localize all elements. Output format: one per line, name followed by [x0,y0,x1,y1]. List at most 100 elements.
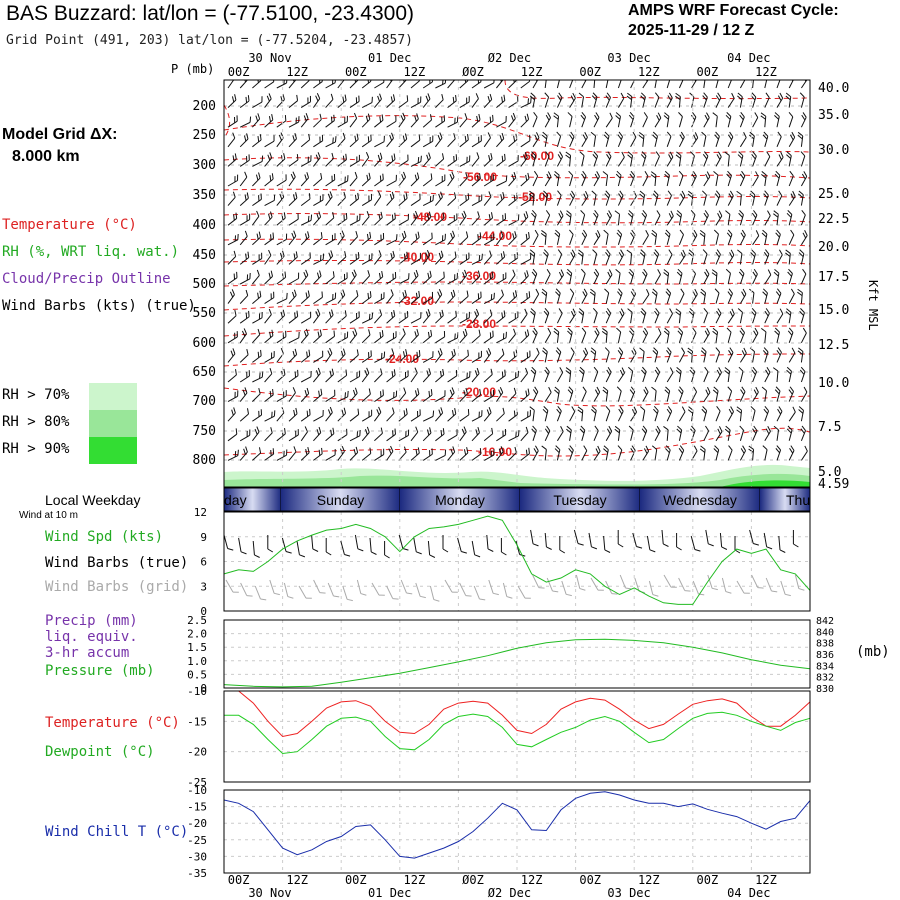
wind-barb-shaft [239,219,250,226]
wind-barb [435,132,443,148]
wind-barb-shaft [727,429,731,441]
wind-barb [410,80,420,89]
wind-barb [581,347,589,363]
wind-barb-feather [340,350,344,357]
wind-barb [593,80,596,89]
wind-barb-shaft [678,175,684,187]
wind-barb-feather [416,113,419,120]
wind-barb [374,292,385,305]
wind-barb-feather [754,327,759,334]
wind-barb [520,350,531,363]
wind-barb-shaft [739,332,745,343]
wind-barb-feather [541,291,547,297]
wind-barb-feather [267,213,271,220]
wind-barb-true [544,532,552,550]
wind-barb-feather [739,210,744,215]
wind-barb-feather [444,449,447,456]
wind-barb-feather [713,170,719,176]
wind-barb [724,425,731,441]
wind-barb [252,328,261,344]
wind-barb [447,192,457,206]
wind-barb-shaft [634,577,640,592]
wind-barb-feather [604,347,610,353]
wind-barb-feather [284,271,287,278]
wind-barb-feather [703,308,708,314]
wind-barb [530,151,537,167]
wind-barb-shaft [313,356,323,363]
wind-barb-shaft [386,158,396,167]
wind-barb-feather [298,272,300,279]
wind-barb-shaft [764,254,770,265]
wind-barb-shaft [264,453,274,461]
wind-barb-feather [246,156,248,162]
wind-barb [605,308,612,324]
wind-barb-feather [728,350,733,356]
wind-barb-feather [619,310,623,317]
wind-barb-feather [547,327,552,334]
wind-barb [386,348,395,363]
wind-barb [739,347,747,363]
wind-barb-feather [490,450,492,457]
wind-barb-feather [454,333,456,340]
wind-barb [325,191,333,206]
wind-barb [337,348,346,363]
wind-barb-feather [656,114,660,121]
wind-barb-feather [452,289,456,296]
wind-barb [422,270,432,285]
wind-barb-feather [750,252,756,258]
wind-barb [592,308,598,324]
wind-barb-feather [455,94,457,101]
wind-barb [604,190,611,206]
wind-barb-feather [665,229,671,235]
wind-barb-feather [342,96,345,103]
wind-barb-shaft [422,140,433,148]
wind-barb-feather [248,310,250,317]
wind-barb [556,151,564,167]
wind-barb-feather [589,291,596,297]
wind-barb-feather [273,351,275,357]
wind-barb-feather [675,311,681,316]
bottom-date-label: Ø2 Dec [488,886,531,900]
wind-barb-feather [717,428,721,435]
wind-barb-feather [680,252,685,258]
wind-barb-shaft [617,331,622,343]
wind-barb-shaft [630,430,634,441]
wind-barb-shaft [471,98,479,108]
wind-barb-feather [272,388,274,395]
wind-barb-shaft [556,80,561,89]
wind-barb-feather [731,92,735,99]
wind-barb-feather [328,252,332,259]
wind-barb-shaft [239,80,248,89]
wind-barb-feather [388,448,392,455]
wind-barb [325,271,335,285]
wind-barb-feather [579,366,585,372]
wind-barb-feather [504,153,506,160]
wind-barb [773,268,780,285]
wind-barb-feather [801,425,806,431]
wind-barb [508,214,520,226]
wind-barb-shaft [593,312,598,324]
wind-barb-feather [592,92,598,98]
wind-barb-shaft [581,293,588,304]
wind-barb-feather [608,210,612,216]
wind-barb-feather [330,116,333,123]
wind-barb [617,347,624,363]
wind-barb-feather [465,172,468,179]
wind-barb-shaft [776,116,780,128]
wind-barb-feather [529,252,535,257]
wind-barb-feather [739,114,744,121]
wind-barb [386,445,394,461]
wind-barb-feather [402,80,405,83]
wind-barb [422,427,432,442]
wind-barb-feather [392,250,395,257]
wind-barb [227,309,237,324]
wind-barb-shaft [276,82,287,89]
wind-barb-shaft [703,156,709,167]
wind-barb-feather [691,425,696,431]
wind-barb-feather [606,308,612,314]
wind-barb-feather [655,308,660,314]
wind-barb [264,93,272,108]
wind-barb-feather [760,112,767,117]
wind-barb-shaft [666,175,670,187]
wind-barb-shaft [349,376,360,383]
